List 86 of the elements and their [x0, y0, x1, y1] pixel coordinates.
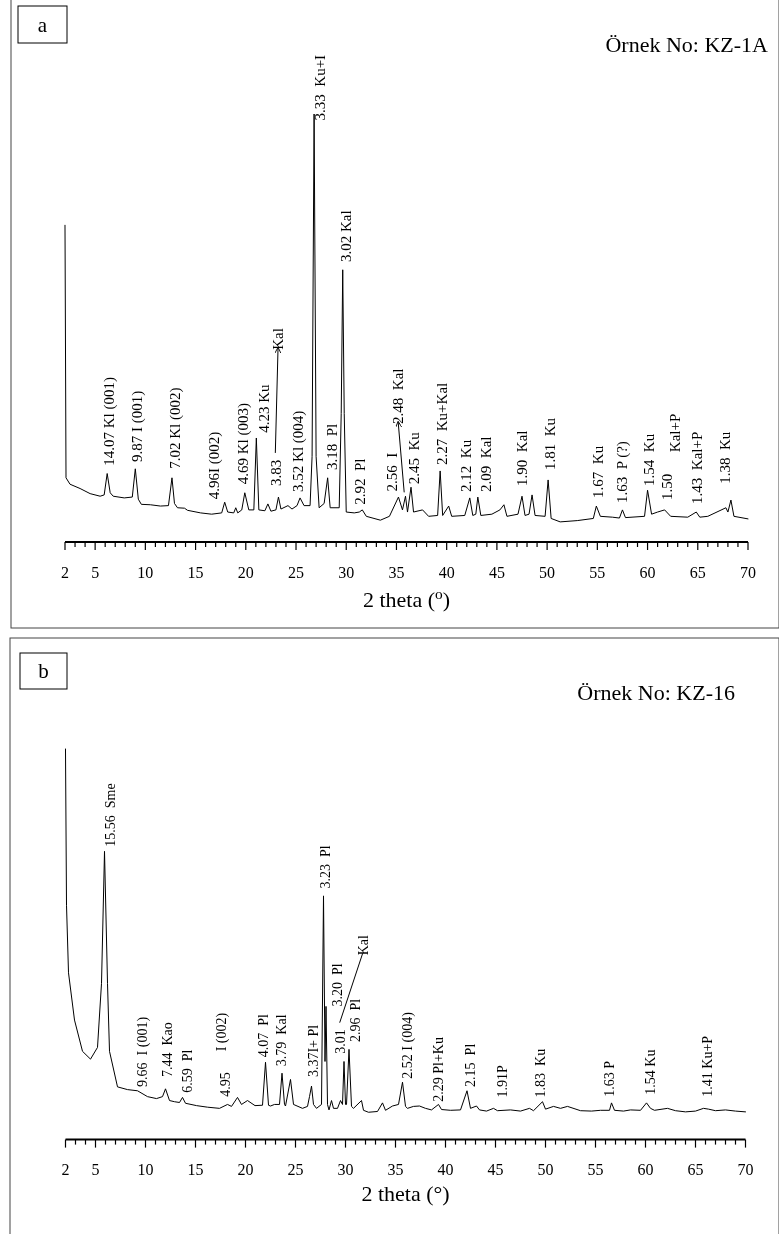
text: a	[37, 12, 48, 37]
annotation: 3.79 Kal	[274, 1014, 290, 1067]
annotation: 2.29 Pl+Ku	[430, 1037, 446, 1102]
x-tick-label: 2	[61, 1161, 70, 1178]
text: b	[38, 659, 49, 683]
annotation: 1.67 Ku	[589, 445, 606, 498]
annotation: 1.50	[659, 473, 676, 501]
annotation: 3.02 Kal	[338, 210, 355, 263]
x-tick-label: 35	[388, 564, 405, 581]
annotation: 3.18 Pl	[323, 423, 340, 471]
annotation: 14.07 Kl (001)	[101, 377, 119, 466]
annotation: I (002)	[214, 1012, 231, 1052]
annotation: 4.23 Ku	[255, 384, 272, 433]
x-tick-label: 20	[237, 564, 254, 581]
x-tick-label: 5	[91, 564, 100, 581]
annotation: 3.33 Ku+I	[312, 54, 329, 121]
annotation: Kal	[270, 328, 287, 350]
annotation: 1.63 P (?)	[614, 441, 632, 504]
x-tick-label: 60	[637, 1161, 654, 1178]
x-tick-label: 15	[187, 564, 204, 581]
annotation: 3.01	[332, 1029, 348, 1054]
x-tick-label: 45	[487, 1161, 504, 1178]
annotation: 7.44 Kao	[159, 1022, 175, 1078]
annotation: 1.38 Ku	[716, 431, 733, 484]
x-tick-label: 30	[338, 564, 355, 581]
x-tick-label: 35	[387, 1161, 404, 1178]
x-tick-label: 2	[61, 564, 69, 581]
annotation: 2.92 Pl	[352, 458, 369, 505]
chart-title: Örnek No: KZ-1A	[605, 32, 769, 57]
annotation: 2.09 Kal	[478, 436, 495, 492]
annotation: 4.07 Pl	[256, 1013, 272, 1058]
x-tick-label: 30	[337, 1161, 354, 1178]
x-tick-label: 15	[187, 1161, 204, 1178]
annotation: 2.56 I	[383, 452, 400, 492]
annotation: 1.43 Kal+P	[688, 431, 705, 504]
annotation: 3.37I+ Pl	[306, 1024, 322, 1078]
annotation: 1.63 P	[602, 1060, 618, 1097]
x-tick-label: 60	[639, 564, 656, 581]
annotation: 1.41 Ku+P	[700, 1035, 716, 1097]
annotation: 9.66 I (001)	[134, 1016, 151, 1087]
annotation: 7.02 Kl (002)	[167, 387, 185, 469]
annotation: Kal+P	[666, 413, 683, 453]
annotation: 4.69 Kl (003)	[235, 402, 253, 485]
annotation: 3.52 Kl (004)	[290, 410, 308, 492]
annotation: 15.56 Sme	[102, 783, 118, 847]
x-axis-title: 2 theta (°)	[361, 1181, 450, 1206]
x-tick-label: 70	[740, 564, 756, 581]
annotation: 4.96I (002)	[206, 431, 224, 500]
x-tick-label: 25	[288, 564, 305, 581]
annotation: 1.90 Kal	[514, 430, 531, 486]
annotation: 2.45 Ku	[406, 431, 423, 485]
x-tick-label: 55	[589, 564, 606, 581]
x-tick-label: 20	[237, 1161, 254, 1178]
annotation: 1.91P	[495, 1064, 511, 1098]
annotation: 2.96 Pl	[348, 998, 364, 1042]
x-tick-label: 40	[437, 1161, 454, 1178]
annotation: 1.83 Ku	[532, 1048, 548, 1098]
annotation: 2.27 Ku+Kal	[434, 382, 451, 465]
annotation: 3.23 Pl	[318, 845, 334, 889]
x-tick-label: 10	[137, 564, 154, 581]
x-tick-label: 25	[287, 1161, 304, 1178]
annotation: 2.15 Pl	[463, 1043, 479, 1087]
x-axis-title: 2 theta ($^{o}$)	[362, 584, 451, 612]
annotation: 3.83	[267, 459, 284, 486]
annotation: 1.54 Ku	[640, 433, 657, 486]
x-tick-label: 10	[137, 1161, 154, 1178]
annotation: 6.59 Pl	[180, 1049, 196, 1093]
annotation: 3.20 Pl	[330, 963, 346, 1007]
x-tick-label: 65	[687, 1161, 704, 1178]
x-tick-label: 40	[438, 564, 455, 581]
annotation: 4.95	[218, 1072, 234, 1097]
x-tick-label: 55	[587, 1161, 604, 1178]
x-tick-label: 45	[488, 564, 505, 581]
x-tick-label: 5	[91, 1161, 100, 1178]
chart-title: Örnek No: KZ-16	[577, 680, 735, 705]
annotation: 2.48 Kal	[390, 368, 407, 424]
annotation: Kal	[355, 934, 371, 956]
annotation: 2.52 I (004)	[400, 1011, 417, 1079]
x-tick-label: 50	[539, 564, 556, 581]
annotation: 2.12 Ku	[458, 439, 475, 492]
annotation: 9.87 I (001)	[129, 390, 147, 462]
x-tick-label: 50	[537, 1161, 554, 1178]
annotation: 1.81 Ku	[542, 417, 559, 471]
annotation: 1.54 Ku	[642, 1049, 658, 1095]
x-tick-label: 70	[737, 1161, 754, 1178]
x-tick-label: 65	[689, 564, 706, 581]
